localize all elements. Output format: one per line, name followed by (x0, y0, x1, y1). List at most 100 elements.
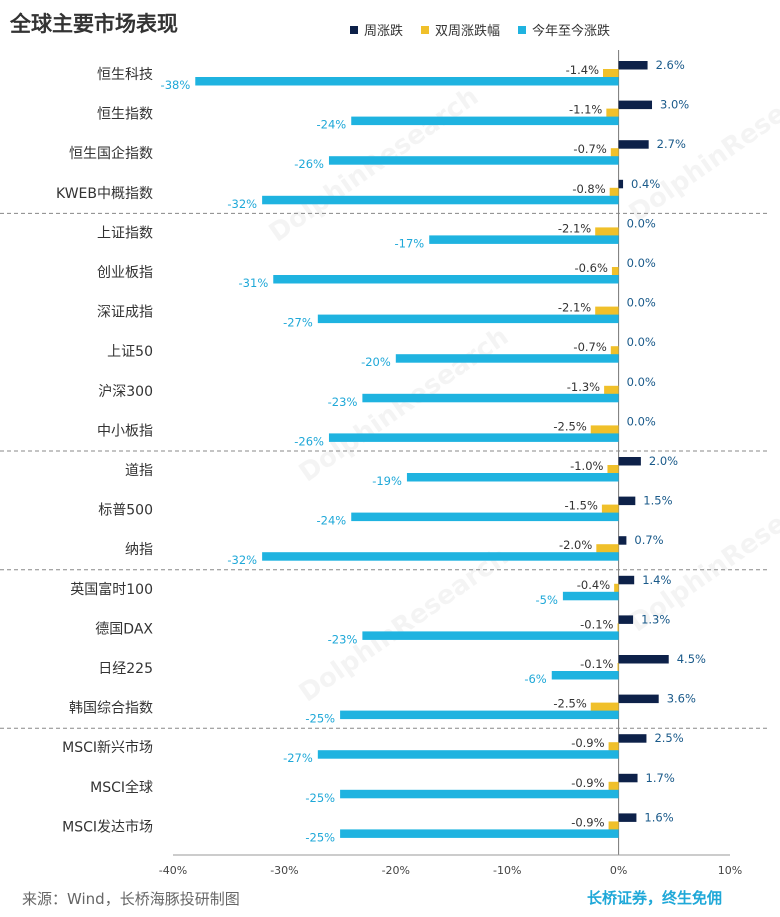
category-label: 恒生科技 (97, 67, 153, 83)
legend-swatch-ytd (518, 25, 527, 34)
data-label-weekly: 2.5% (654, 731, 683, 745)
bar-weekly (618, 100, 653, 110)
data-label-weekly: 3.6% (667, 692, 696, 706)
data-label-weekly: 2.0% (649, 454, 678, 468)
bar-biweekly (614, 583, 619, 593)
bar-ytd (362, 631, 619, 640)
bar-weekly (618, 773, 638, 783)
data-label-ytd: -26% (294, 157, 324, 171)
legend-swatch-biweekly (421, 25, 430, 34)
bar-ytd (406, 473, 619, 482)
data-label-weekly: 0.7% (634, 533, 663, 547)
category-label: 中小板指 (97, 423, 153, 439)
data-label-weekly: 1.7% (646, 771, 675, 785)
data-label-ytd: -5% (535, 593, 557, 607)
data-label-weekly: 0.0% (627, 216, 656, 230)
category-label: MSCI发达市场 (62, 818, 153, 835)
category-label: 深证成指 (97, 305, 153, 321)
category-label: 道指 (125, 463, 153, 479)
bar-ytd (328, 156, 619, 165)
data-label-biweekly: -0.9% (571, 776, 604, 790)
bar-weekly (618, 61, 648, 70)
data-label-ytd: -6% (524, 672, 546, 686)
data-label-biweekly: -0.7% (573, 340, 606, 354)
bar-biweekly (590, 702, 619, 712)
bar-ytd (317, 750, 619, 759)
bar-biweekly (604, 385, 619, 395)
data-label-biweekly: -0.1% (580, 657, 613, 671)
legend-swatch-weekly (350, 25, 358, 34)
data-label-ytd: -19% (372, 474, 402, 488)
legend: 周涨跌 双周涨跌幅 今年至今涨跌 (350, 20, 610, 39)
bar-weekly (618, 655, 669, 664)
data-label-biweekly: -0.9% (571, 815, 604, 829)
x-tick-label-0: -40% (159, 864, 187, 877)
data-label-ytd: -25% (305, 830, 335, 844)
bar-biweekly (596, 544, 619, 553)
bar-biweekly (603, 69, 619, 78)
bar-ytd (317, 314, 619, 324)
bar-ytd (395, 354, 619, 363)
category-label: 纳指 (125, 542, 153, 558)
data-label-biweekly: -0.1% (580, 617, 613, 631)
legend-label-weekly: 周涨跌 (364, 24, 404, 39)
bar-chart: -40% -30% -20% -10% 0% 10% 恒生科技 2.6% -1.4% -38% 恒生… (0, 50, 770, 877)
bar-biweekly (610, 148, 619, 157)
data-label-ytd: -26% (294, 434, 324, 448)
data-label-weekly: 1.5% (643, 494, 672, 508)
bar-biweekly (595, 306, 619, 316)
data-label-weekly: 1.3% (641, 612, 670, 626)
bar-biweekly (611, 267, 619, 276)
data-label-biweekly: -1.0% (570, 459, 603, 473)
bar-weekly (618, 179, 624, 189)
bar-biweekly (617, 663, 619, 672)
legend-item-ytd: 今年至今涨跌 (518, 20, 610, 39)
category-label: 恒生国企指数 (69, 145, 153, 162)
bar-ytd (562, 591, 619, 601)
data-label-weekly: 0.4% (631, 177, 660, 191)
data-label-ytd: -25% (305, 791, 335, 805)
bar-ytd (340, 789, 619, 799)
bar-biweekly (608, 781, 619, 791)
bar-weekly (618, 536, 627, 545)
data-label-biweekly: -1.5% (565, 499, 598, 513)
x-tick-label-1: -30% (270, 864, 298, 877)
bar-weekly (618, 575, 635, 585)
data-label-biweekly: -2.0% (559, 538, 592, 552)
data-label-ytd: -32% (227, 197, 257, 211)
data-label-weekly: 1.6% (644, 810, 673, 824)
bar-biweekly (601, 504, 619, 514)
data-label-weekly: 0.0% (627, 414, 656, 428)
data-label-weekly: 0.0% (627, 256, 656, 270)
bar-ytd (429, 235, 619, 244)
chart-title: 全球主要市场表现 (10, 12, 178, 36)
x-tick-label-5: 10% (718, 864, 742, 877)
data-label-biweekly: -2.5% (553, 697, 586, 711)
bar-weekly (618, 813, 637, 822)
bar-weekly (618, 457, 641, 466)
data-label-weekly: 4.5% (677, 652, 706, 666)
data-label-biweekly: -0.9% (571, 736, 604, 750)
data-label-weekly: 3.0% (660, 98, 689, 112)
category-label: MSCI新兴市场 (62, 739, 153, 756)
x-tick-label-4: 0% (610, 864, 627, 877)
data-label-ytd: -23% (328, 632, 358, 646)
data-label-biweekly: -0.7% (573, 142, 606, 156)
category-label: 恒生指数 (97, 107, 153, 123)
data-label-ytd: -20% (361, 355, 391, 369)
source-note: 来源：Wind，长桥海豚投研制图 (22, 890, 240, 908)
category-label: 日经225 (98, 661, 153, 677)
bar-ytd (551, 671, 619, 680)
category-label: 标普500 (98, 503, 153, 519)
bar-ytd (262, 195, 619, 205)
data-label-weekly: 2.7% (657, 137, 686, 151)
data-label-weekly: 1.4% (642, 573, 671, 587)
data-label-weekly: 0.0% (627, 335, 656, 349)
data-label-biweekly: -1.4% (566, 63, 599, 77)
x-tick-label-3: -10% (493, 864, 521, 877)
bar-ytd (351, 116, 619, 126)
data-label-ytd: -27% (283, 751, 313, 765)
bar-biweekly (608, 742, 619, 751)
data-label-biweekly: -0.6% (575, 261, 608, 275)
category-label: 上证指数 (97, 225, 153, 241)
